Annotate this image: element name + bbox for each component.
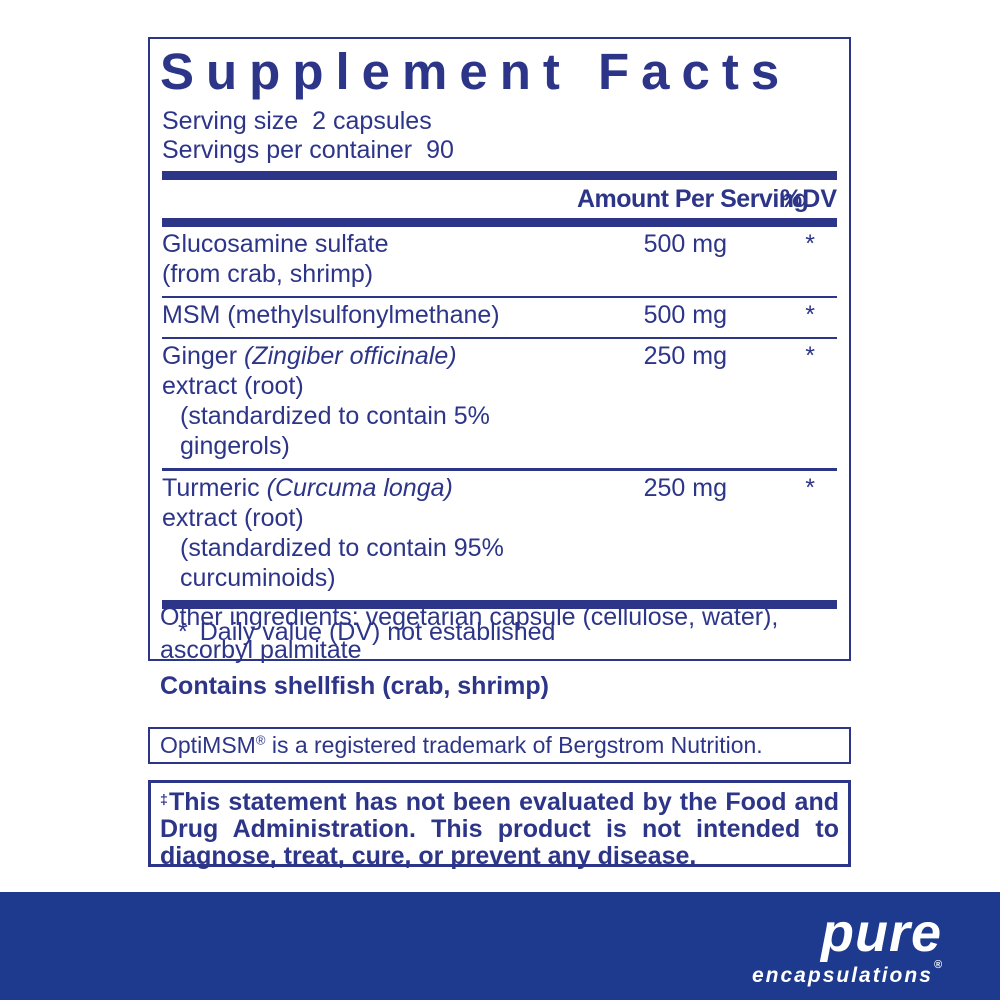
registered-mark: ® [933, 959, 942, 971]
row-divider [162, 295, 837, 298]
table-row-glucosamine: Glucosamine sulfate (from crab, shrimp) … [162, 227, 837, 296]
table-row-msm: MSM (methylsulfonylmethane) 500 mg * [162, 298, 837, 337]
double-dagger-mark: ‡ [160, 791, 169, 807]
serving-size-value: 2 capsules [312, 106, 432, 135]
brand-band: pure encapsulations® [0, 892, 1000, 1000]
amount-value: 250 mg [643, 341, 727, 370]
dv-value: * [805, 341, 815, 370]
fda-disclaimer-text: This statement has not been evaluated by… [160, 788, 840, 870]
allergen-statement: Contains shellfish (crab, shrimp) [160, 672, 549, 700]
brand-wordmark: pure [820, 903, 942, 963]
asterisk: * [178, 617, 188, 646]
dv-footnote: * Daily value (DV) not established [178, 617, 556, 646]
dv-value: * [805, 473, 815, 502]
amount-value: 500 mg [643, 300, 727, 329]
serving-size-line: Serving size 2 capsules [162, 107, 837, 136]
thick-divider-bar [162, 599, 837, 609]
table-header-row: Amount Per Serving %DV [162, 180, 837, 218]
standardization-note: (standardized to contain 5% gingerols) [180, 401, 490, 460]
amount-per-serving-header: Amount Per Serving [577, 184, 809, 213]
registered-mark: ® [255, 732, 266, 748]
dv-value: * [805, 300, 815, 329]
thick-divider-bar [162, 170, 837, 180]
amount-value: 250 mg [643, 473, 727, 502]
pure-encapsulations-logo: pure encapsulations® [752, 906, 942, 986]
serving-size-label: Serving size [162, 106, 299, 135]
ingredient-subline: (from crab, shrimp) [162, 259, 374, 288]
brand-subtext: encapsulations [752, 964, 933, 987]
trademark-note-box: OptiMSM® is a registered trademark of Be… [148, 727, 851, 764]
trademark-note-text: OptiMSM® is a registered trademark of Be… [160, 732, 763, 758]
servings-per-container-value: 90 [426, 135, 454, 164]
row-divider [162, 467, 837, 471]
thick-divider-bar [162, 217, 837, 227]
other-ingredients: Other ingredients: vegetarian capsule (c… [160, 603, 779, 664]
panel-title: Supplement Facts [160, 43, 792, 100]
table-row-ginger: Ginger (Zingiber officinale) extract (ro… [162, 339, 837, 468]
supplement-facts-panel: Supplement Facts Serving size 2 capsules … [148, 37, 851, 661]
servings-per-container-label: Servings per container [162, 135, 413, 164]
row-divider [162, 336, 837, 339]
dv-value: * [805, 229, 815, 258]
ingredient-name: Turmeric (Curcuma longa) extract (root) … [162, 473, 577, 593]
ingredient-name: Glucosamine sulfate (from crab, shrimp) [162, 229, 577, 289]
fda-disclaimer-box: ‡This statement has not been evaluated b… [148, 780, 851, 870]
servings-per-container-line: Servings per container 90 [162, 136, 837, 165]
ingredient-subline: extract (root) [162, 371, 304, 400]
ingredient-subline: extract (root) [162, 503, 304, 532]
ingredient-name: Ginger (Zingiber officinale) extract (ro… [162, 341, 577, 461]
table-row-turmeric: Turmeric (Curcuma longa) extract (root) … [162, 471, 837, 600]
dv-header: %DV [780, 184, 837, 213]
ingredient-name: MSM (methylsulfonylmethane) [162, 300, 500, 329]
amount-value: 500 mg [643, 229, 727, 258]
standardization-note: (standardized to contain 95% curcuminoid… [180, 533, 504, 592]
